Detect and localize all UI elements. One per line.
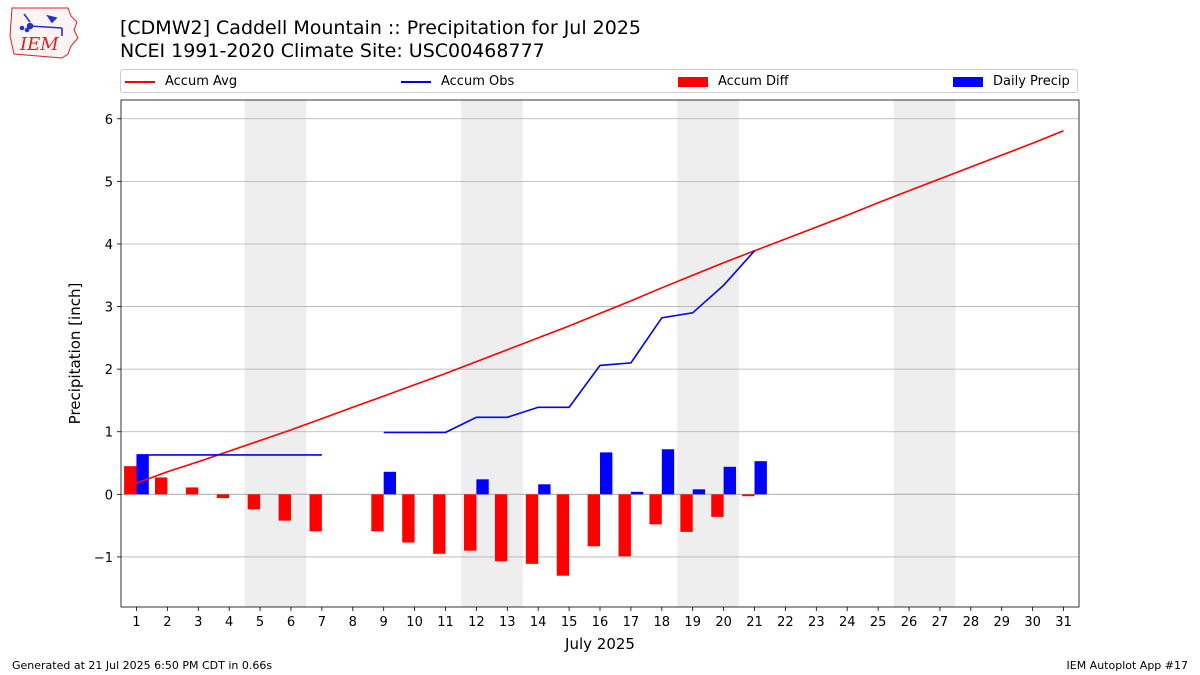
x-tick-label: 5	[256, 615, 264, 630]
daily-precip-bar	[754, 461, 767, 495]
x-tick-label: 3	[194, 615, 202, 630]
iem-logo-graphic: IEM	[9, 7, 79, 59]
x-tick-label: 2	[163, 615, 171, 630]
generated-timestamp: Generated at 21 Jul 2025 6:50 PM CDT in …	[12, 659, 273, 672]
app-label: IEM Autoplot App #17	[1066, 659, 1189, 672]
legend-swatch-accum-avg	[125, 80, 155, 83]
x-tick-label: 31	[1055, 615, 1072, 630]
x-tick-label: 20	[715, 615, 732, 630]
y-tick-label: 6	[105, 113, 113, 128]
accum-diff-bar	[680, 494, 693, 532]
daily-precip-bar	[476, 479, 489, 495]
accum-avg-line	[136, 129, 1064, 484]
accum-diff-bar	[711, 494, 724, 517]
accum-diff-bar	[494, 494, 508, 562]
accum-diff-bar	[618, 494, 631, 557]
accum-diff-bar	[247, 494, 261, 510]
accum-diff-bar	[464, 494, 477, 551]
accum-diff-bar	[433, 494, 446, 554]
x-tick-label: 14	[530, 615, 547, 630]
x-tick-label: 4	[225, 615, 233, 630]
logo-text: IEM	[19, 34, 59, 55]
accum-obs-line	[383, 250, 756, 434]
accum-diff-bar	[371, 494, 384, 532]
accum-diff-bar	[742, 494, 755, 497]
daily-precip-bar	[692, 489, 706, 495]
y-tick-label: 5	[105, 175, 113, 190]
legend-label-daily-precip: Daily Precip	[993, 74, 1070, 89]
x-tick-label: 13	[499, 615, 516, 630]
x-tick-label: 12	[468, 615, 485, 630]
legend-item-accum-obs: Accum Obs	[401, 73, 514, 90]
accum-diff-bar	[649, 494, 662, 525]
x-tick-label: 18	[654, 615, 671, 630]
accum-diff-bar	[309, 494, 322, 532]
legend-item-accum-avg: Accum Avg	[125, 73, 237, 90]
accum-diff-bar	[278, 494, 291, 521]
y-tick-label: 3	[105, 301, 113, 316]
legend-label-accum-obs: Accum Obs	[441, 74, 515, 89]
accum-diff-bar	[216, 494, 230, 499]
accum-diff-bar	[556, 494, 570, 576]
x-tick-label: 22	[777, 615, 794, 630]
x-tick-label: 19	[684, 615, 701, 630]
y-tick-label: 0	[105, 488, 113, 503]
daily-precip-bar	[538, 484, 551, 495]
x-tick-label: 15	[561, 615, 578, 630]
daily-precip-bar	[723, 466, 736, 495]
legend-item-accum-diff: Accum Diff	[678, 73, 789, 90]
x-tick-label: 16	[592, 615, 609, 630]
daily-precip-bar	[600, 452, 613, 495]
x-tick-label: 11	[437, 615, 454, 630]
accum-diff-bar	[587, 494, 600, 547]
x-tick-label: 30	[1024, 615, 1041, 630]
x-tick-label: 1	[132, 615, 140, 630]
legend-swatch-accum-diff	[678, 76, 708, 87]
chart-subtitle: NCEI 1991-2020 Climate Site: USC00468777	[120, 40, 545, 62]
y-tick-label: −1	[94, 551, 113, 566]
x-tick-label: 10	[406, 615, 423, 630]
accum-diff-bar	[525, 494, 539, 564]
accum-diff-bar	[185, 487, 199, 495]
daily-precip-bar	[630, 491, 644, 495]
y-tick-label: 1	[105, 426, 113, 441]
legend: Accum Avg Accum Obs Accum Diff Daily Pre…	[120, 69, 1078, 93]
plot-frame	[120, 99, 1080, 608]
legend-item-daily-precip: Daily Precip	[953, 73, 1070, 90]
y-axis-label: Precipitation [inch]	[66, 283, 84, 425]
legend-swatch-daily-precip	[953, 76, 983, 87]
x-tick-label: 29	[993, 615, 1010, 630]
x-tick-label: 8	[349, 615, 357, 630]
x-tick-label: 6	[287, 615, 295, 630]
legend-label-accum-diff: Accum Diff	[718, 74, 789, 89]
iem-logo: IEM	[8, 6, 80, 60]
x-tick-label: 21	[746, 615, 763, 630]
chart-title: [CDMW2] Caddell Mountain :: Precipitatio…	[120, 17, 642, 39]
accum-diff-bar	[154, 477, 168, 495]
x-axis-label: July 2025	[564, 635, 635, 653]
x-tick-label: 27	[932, 615, 949, 630]
x-tick-label: 17	[623, 615, 640, 630]
x-tick-label: 23	[808, 615, 825, 630]
x-tick-label: 9	[380, 615, 388, 630]
weekend-shade	[244, 100, 307, 607]
x-tick-label: 26	[901, 615, 918, 630]
daily-precip-bar	[661, 449, 675, 495]
legend-swatch-accum-obs	[401, 80, 431, 83]
y-tick-label: 2	[105, 363, 113, 378]
accum-diff-bar	[124, 466, 137, 495]
x-tick-label: 24	[839, 615, 856, 630]
x-tick-label: 25	[870, 615, 887, 630]
x-tick-label: 7	[318, 615, 326, 630]
daily-precip-bar	[383, 471, 397, 495]
x-tick-label: 28	[963, 615, 980, 630]
daily-precip-bar	[136, 454, 149, 495]
accum-diff-bar	[402, 494, 415, 543]
legend-label-accum-avg: Accum Avg	[165, 74, 238, 89]
y-tick-label: 4	[105, 238, 113, 253]
